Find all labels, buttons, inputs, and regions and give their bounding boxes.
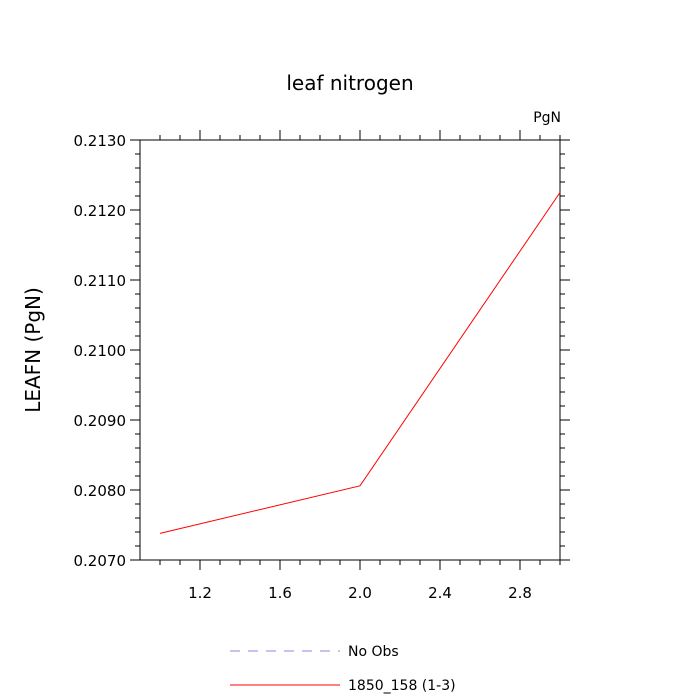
- x-tick-label: 2.0: [348, 584, 372, 602]
- y-tick-label: 0.2080: [74, 482, 127, 500]
- x-tick-label: 1.6: [268, 584, 292, 602]
- plot-frame: [139, 139, 561, 561]
- y-axis-label: LEAFN (PgN): [21, 287, 45, 413]
- chart-title: leaf nitrogen: [286, 71, 413, 95]
- legend-label-series: 1850_158 (1-3): [348, 678, 456, 694]
- series-layer: [159, 192, 561, 534]
- legend: No Obs 1850_158 (1-3): [230, 644, 456, 694]
- y-axis-ticks: 0.2070 0.2080 0.2090 0.2100 0.2110 0.2120 0.21…: [74, 132, 570, 570]
- x-axis-ticks: 1.2 1.6 2.0 2.4 2.8: [159, 130, 561, 602]
- units-label: PgN: [533, 110, 561, 126]
- x-tick-label: 2.8: [508, 584, 532, 602]
- y-tick-label: 0.2090: [74, 412, 127, 430]
- legend-label-no-obs: No Obs: [348, 644, 399, 660]
- x-tick-label: 2.4: [428, 584, 452, 602]
- series-line: [159, 192, 561, 534]
- y-tick-label: 0.2110: [74, 272, 127, 290]
- y-tick-label: 0.2120: [74, 202, 127, 220]
- y-tick-label: 0.2100: [74, 342, 127, 360]
- x-tick-label: 1.2: [188, 584, 212, 602]
- y-tick-label: 0.2130: [74, 132, 127, 150]
- y-tick-label: 0.2070: [74, 552, 127, 570]
